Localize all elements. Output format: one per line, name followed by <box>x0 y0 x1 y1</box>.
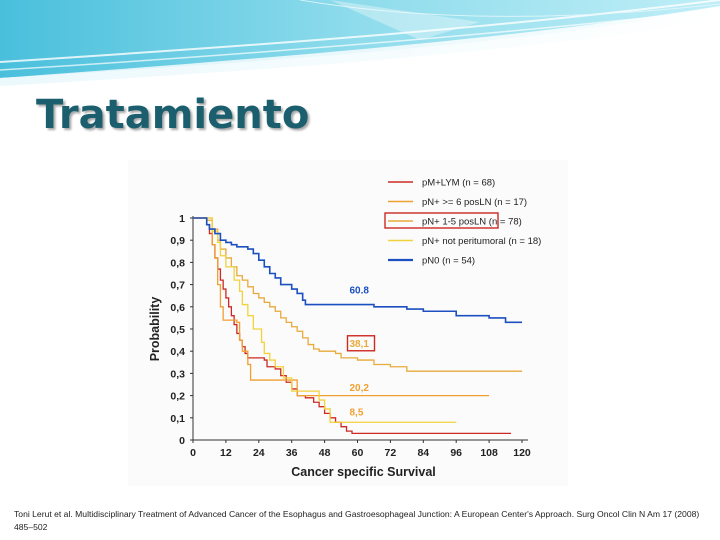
y-tick-label: 0,3 <box>170 368 185 380</box>
y-tick-label: 0 <box>179 435 185 447</box>
slide-header-banner <box>0 0 720 86</box>
series-line-3 <box>193 217 457 423</box>
annotation-label: 60.8 <box>350 285 370 296</box>
x-tick-label: 120 <box>513 447 531 459</box>
x-tick-label: 36 <box>286 447 298 459</box>
legend-entry-0: pM+LYM (n = 68) <box>422 178 495 189</box>
y-tick-label: 0,4 <box>170 346 185 358</box>
y-axis-label: Probability <box>148 297 162 362</box>
x-tick-label: 48 <box>319 447 331 459</box>
legend-highlight-box <box>384 212 499 229</box>
page-title: Tratamiento <box>36 92 310 138</box>
y-tick-label: 0,5 <box>170 324 185 336</box>
x-tick-label: 108 <box>480 447 498 459</box>
x-tick-label: 84 <box>417 447 429 459</box>
y-tick-label: 0,8 <box>170 257 185 269</box>
series-line-2 <box>193 217 522 372</box>
annotation-label: 20,2 <box>350 383 370 394</box>
x-tick-label: 72 <box>385 447 397 459</box>
y-tick-label: 0,7 <box>170 280 185 292</box>
y-tick-label: 0,2 <box>170 391 185 403</box>
x-tick-label: 60 <box>352 447 364 459</box>
annotation-label: 8,5 <box>350 408 364 419</box>
citation-text: Toni Lerut et al. Multidisciplinary Trea… <box>14 509 700 532</box>
y-tick-label: 0,1 <box>170 413 185 425</box>
legend-entry-1: pN+ >= 6 posLN (n = 17) <box>422 197 527 208</box>
series-line-4 <box>193 217 522 324</box>
survival-chart-panel: 0 12 24 36 48 60 72 84 96 108 120 0 0,1 0,2 0,3 0,4 0,5 0… <box>128 160 568 486</box>
y-tick-label: 1 <box>179 213 185 225</box>
x-tick-label: 0 <box>190 447 196 459</box>
legend-entry-4: pN0 (n = 54) <box>422 256 475 267</box>
annotation-highlight-box <box>346 335 376 352</box>
series-line-1 <box>193 217 490 397</box>
x-tick-label: 12 <box>220 447 232 459</box>
x-tick-label: 24 <box>253 447 265 459</box>
legend-entry-2: pN+ 1-5 posLN (n = 78) <box>422 217 522 228</box>
x-tick-label: 96 <box>450 447 462 459</box>
series-line-0 <box>193 217 512 434</box>
annotation-label: 38,1 <box>350 339 370 350</box>
y-tick-label: 0,6 <box>170 302 185 314</box>
survival-chart: 0 12 24 36 48 60 72 84 96 108 120 0 0,1 0,2 0,3 0,4 0,5 0… <box>148 178 541 480</box>
x-axis-label: Cancer specific Survival <box>291 465 436 479</box>
y-tick-label: 0,9 <box>170 235 185 247</box>
legend-entry-3: pN+ not peritumoral (n = 18) <box>422 236 541 247</box>
